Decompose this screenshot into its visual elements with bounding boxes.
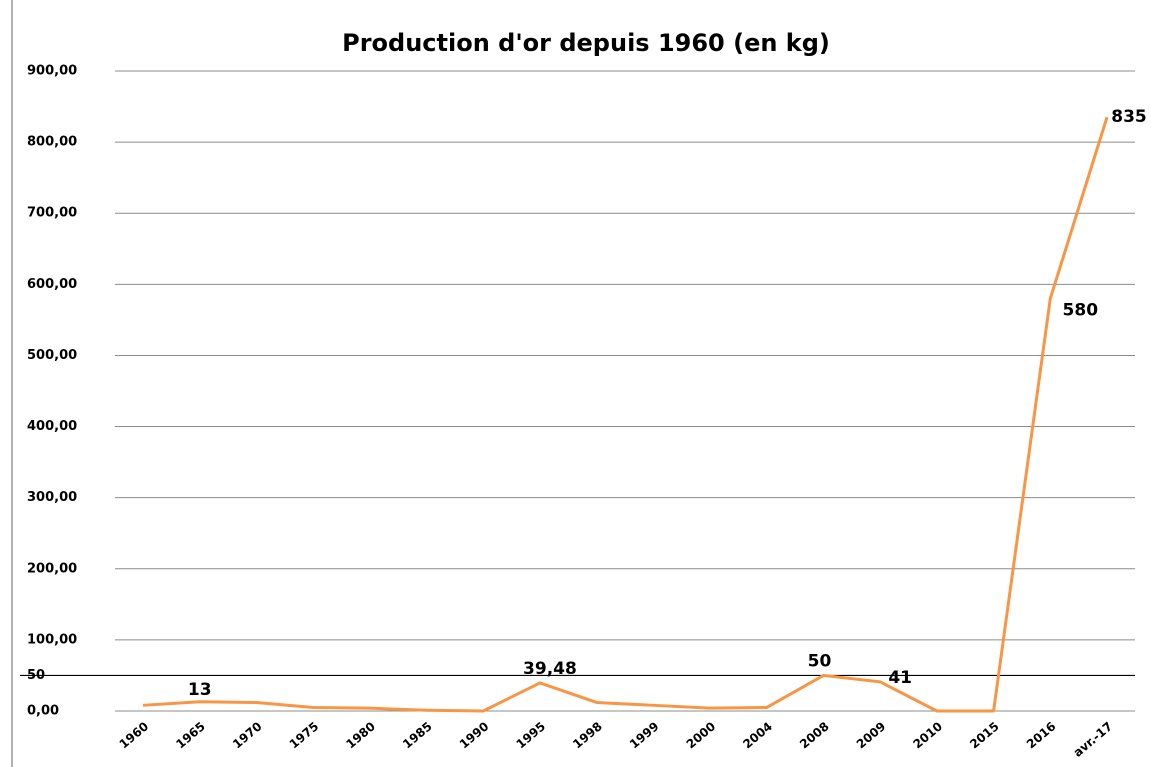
x-tick-label: 2015 <box>967 719 1002 751</box>
data-label: 39,48 <box>523 659 577 679</box>
y-tick-label: 700,00 <box>27 206 77 221</box>
y-tick-label: 500,00 <box>27 348 77 363</box>
y-tick-label: 100,00 <box>27 632 77 647</box>
data-label: 13 <box>188 680 212 700</box>
y-tick-label: 200,00 <box>27 561 77 576</box>
data-label: 41 <box>888 668 912 688</box>
y-tick-label: 600,00 <box>27 277 77 292</box>
data-label: 50 <box>808 651 832 671</box>
x-tick-label: 1990 <box>457 719 492 751</box>
data-label: 580 <box>1063 301 1099 321</box>
y-tick-label: 300,00 <box>27 490 77 505</box>
y-tick-label: 800,00 <box>27 135 77 150</box>
x-tick-label: 2000 <box>684 719 719 751</box>
x-tick-label: avr.-17 <box>1071 719 1116 760</box>
x-tick-label: 1975 <box>287 719 322 751</box>
x-tick-label: 1980 <box>343 719 378 751</box>
x-tick-label: 1985 <box>400 719 435 751</box>
x-tick-label: 1960 <box>117 719 152 751</box>
x-tick-label: 2008 <box>797 719 832 751</box>
y-tick-label: 900,00 <box>27 64 77 79</box>
y-tick-label: 400,00 <box>27 419 77 434</box>
data-label: 835 <box>1111 107 1147 127</box>
x-tick-label: 1998 <box>570 719 605 751</box>
x-tick-label: 2010 <box>910 719 945 751</box>
x-tick-label: 2004 <box>740 719 775 751</box>
data-line <box>142 116 1109 713</box>
x-tick-label: 1970 <box>230 719 265 751</box>
reference-label: 50 <box>27 668 45 683</box>
chart-title: Production d'or depuis 1960 (en kg) <box>342 29 830 57</box>
x-tick-label: 2009 <box>854 719 889 751</box>
x-tick-label: 1965 <box>173 719 208 751</box>
x-tick-label: 1999 <box>627 719 662 751</box>
x-tick-label: 1995 <box>514 719 549 751</box>
x-tick-label: 2016 <box>1024 719 1059 751</box>
y-tick-label: 0,00 <box>27 704 59 719</box>
